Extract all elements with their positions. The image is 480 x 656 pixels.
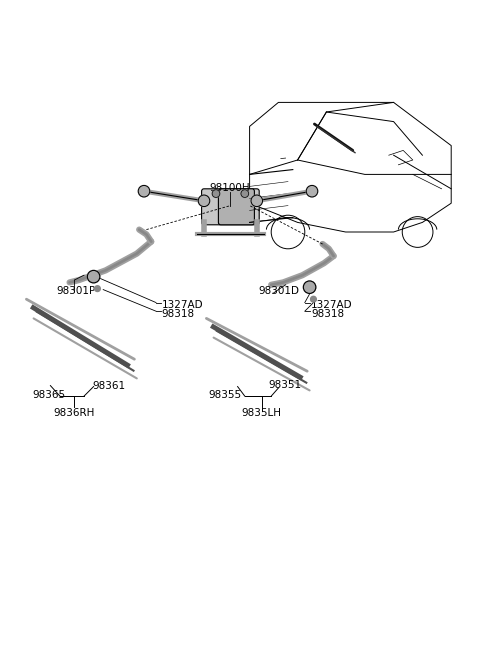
Text: 98301P: 98301P bbox=[57, 285, 96, 296]
FancyBboxPatch shape bbox=[202, 189, 259, 225]
Circle shape bbox=[303, 281, 316, 293]
Circle shape bbox=[87, 270, 100, 283]
Circle shape bbox=[95, 286, 100, 291]
Text: 98318: 98318 bbox=[311, 308, 344, 319]
Circle shape bbox=[306, 186, 318, 197]
Circle shape bbox=[251, 195, 263, 207]
Text: 1327AD: 1327AD bbox=[162, 300, 204, 310]
Text: 1327AD: 1327AD bbox=[311, 300, 353, 310]
FancyBboxPatch shape bbox=[218, 189, 254, 225]
Text: 98318: 98318 bbox=[162, 308, 195, 319]
Text: 98351: 98351 bbox=[269, 380, 302, 390]
Circle shape bbox=[241, 190, 249, 197]
Text: 98361: 98361 bbox=[92, 380, 125, 390]
Text: 98355: 98355 bbox=[209, 390, 242, 400]
Text: 98301D: 98301D bbox=[258, 285, 299, 296]
Circle shape bbox=[311, 297, 316, 302]
Text: 9835LH: 9835LH bbox=[241, 409, 282, 419]
Text: 98100H: 98100H bbox=[209, 183, 250, 193]
Circle shape bbox=[212, 190, 220, 197]
Text: 98365: 98365 bbox=[33, 390, 66, 400]
Circle shape bbox=[138, 186, 150, 197]
Text: 9836RH: 9836RH bbox=[54, 409, 95, 419]
Circle shape bbox=[198, 195, 210, 207]
